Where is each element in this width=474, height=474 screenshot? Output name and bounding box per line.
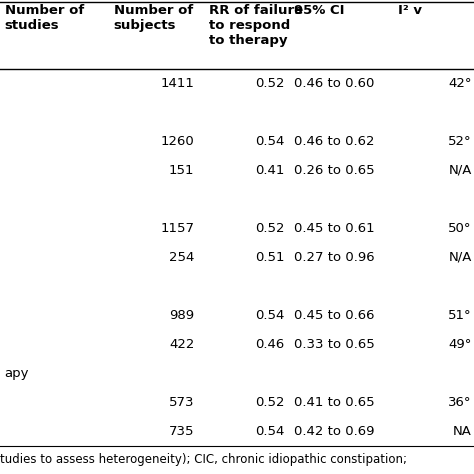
Text: Number of
subjects: Number of subjects xyxy=(114,4,193,32)
Text: 0.52: 0.52 xyxy=(255,396,284,409)
Text: tudies to assess heterogeneity); CIC, chronic idiopathic constipation;: tudies to assess heterogeneity); CIC, ch… xyxy=(0,453,407,466)
Text: 0.54: 0.54 xyxy=(255,309,284,322)
Text: 151: 151 xyxy=(169,164,194,177)
Text: 0.41: 0.41 xyxy=(255,164,284,177)
Text: 422: 422 xyxy=(169,337,194,351)
Text: Number of
studies: Number of studies xyxy=(5,4,84,32)
Text: 0.42 to 0.69: 0.42 to 0.69 xyxy=(294,425,374,438)
Text: N/A: N/A xyxy=(448,251,472,264)
Text: 51°: 51° xyxy=(448,309,472,322)
Text: 0.26 to 0.65: 0.26 to 0.65 xyxy=(294,164,374,177)
Text: 52°: 52° xyxy=(448,135,472,148)
Text: RR of failure
to respond
to therapy: RR of failure to respond to therapy xyxy=(209,4,303,47)
Text: 95% CI: 95% CI xyxy=(294,4,345,17)
Text: 42°: 42° xyxy=(448,77,472,90)
Text: 0.46 to 0.60: 0.46 to 0.60 xyxy=(294,77,374,90)
Text: 50°: 50° xyxy=(448,222,472,235)
Text: 0.54: 0.54 xyxy=(255,135,284,148)
Text: 573: 573 xyxy=(169,396,194,409)
Text: 0.46: 0.46 xyxy=(255,337,284,351)
Text: 1260: 1260 xyxy=(161,135,194,148)
Text: 0.27 to 0.96: 0.27 to 0.96 xyxy=(294,251,374,264)
Text: 49°: 49° xyxy=(448,337,472,351)
Text: apy: apy xyxy=(5,366,29,380)
Text: NA: NA xyxy=(453,425,472,438)
Text: 0.33 to 0.65: 0.33 to 0.65 xyxy=(294,337,374,351)
Text: 0.52: 0.52 xyxy=(255,77,284,90)
Text: 254: 254 xyxy=(169,251,194,264)
Text: 1157: 1157 xyxy=(160,222,194,235)
Text: 0.45 to 0.61: 0.45 to 0.61 xyxy=(294,222,374,235)
Text: 0.46 to 0.62: 0.46 to 0.62 xyxy=(294,135,374,148)
Text: 735: 735 xyxy=(169,425,194,438)
Text: N/A: N/A xyxy=(448,164,472,177)
Text: 0.51: 0.51 xyxy=(255,251,284,264)
Text: 0.52: 0.52 xyxy=(255,222,284,235)
Text: I² v: I² v xyxy=(398,4,422,17)
Text: 0.54: 0.54 xyxy=(255,425,284,438)
Text: 36°: 36° xyxy=(448,396,472,409)
Text: 0.41 to 0.65: 0.41 to 0.65 xyxy=(294,396,374,409)
Text: 989: 989 xyxy=(169,309,194,322)
Text: 0.45 to 0.66: 0.45 to 0.66 xyxy=(294,309,374,322)
Text: 1411: 1411 xyxy=(161,77,194,90)
